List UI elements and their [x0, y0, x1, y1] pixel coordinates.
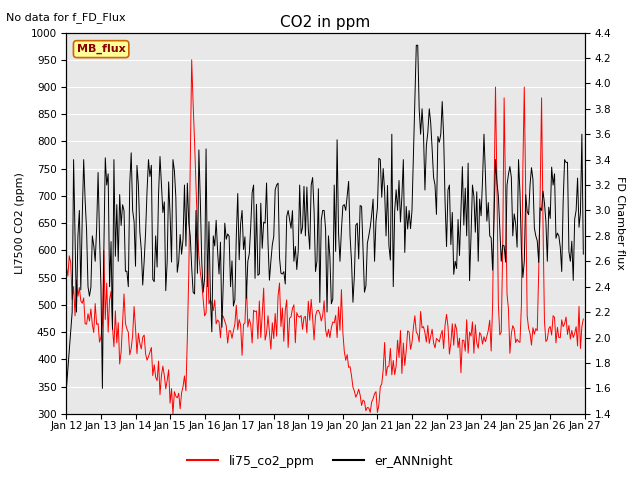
Text: No data for f_FD_Flux: No data for f_FD_Flux	[6, 12, 126, 23]
Y-axis label: LI7500 CO2 (ppm): LI7500 CO2 (ppm)	[15, 172, 25, 274]
Text: MB_flux: MB_flux	[77, 44, 125, 54]
Y-axis label: FD Chamber flux: FD Chamber flux	[615, 176, 625, 270]
Title: CO2 in ppm: CO2 in ppm	[280, 15, 371, 30]
Legend: li75_co2_ppm, er_ANNnight: li75_co2_ppm, er_ANNnight	[182, 450, 458, 473]
